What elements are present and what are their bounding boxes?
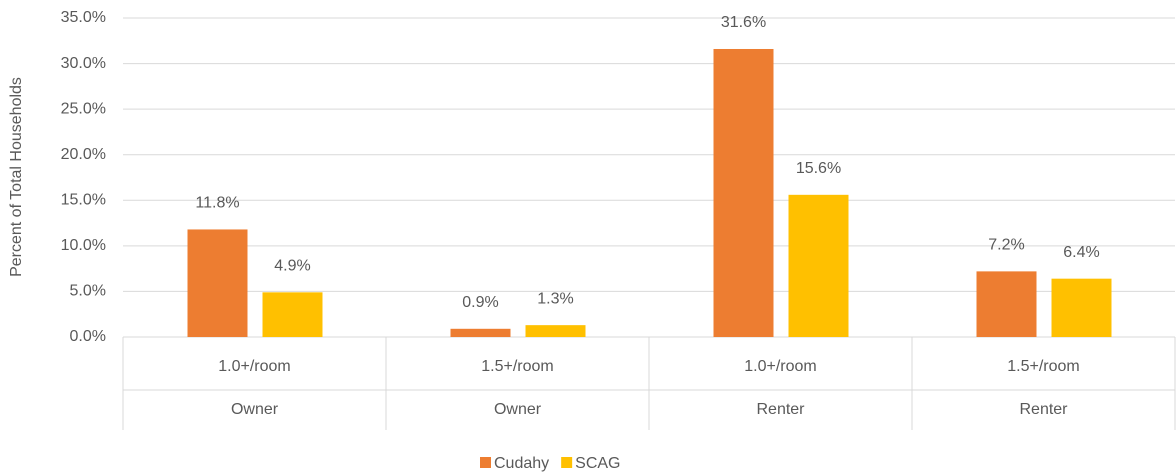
data-label: 4.9% bbox=[274, 258, 310, 275]
x-tick-label: 1.5+/room bbox=[1007, 358, 1079, 375]
data-label: 1.3% bbox=[537, 290, 573, 307]
data-label: 7.2% bbox=[988, 237, 1024, 254]
y-tick-label: 20.0% bbox=[61, 146, 106, 163]
bar bbox=[713, 48, 774, 337]
y-tick-label: 15.0% bbox=[61, 192, 106, 209]
legend-label: SCAG bbox=[575, 455, 620, 472]
legend-label: Cudahy bbox=[494, 455, 549, 472]
bar bbox=[187, 229, 248, 337]
legend-swatch bbox=[561, 457, 573, 468]
data-label: 31.6% bbox=[721, 14, 766, 31]
legend-swatch bbox=[480, 457, 491, 468]
x-tick-label: 1.5+/room bbox=[481, 358, 553, 375]
data-label: 15.6% bbox=[796, 160, 841, 177]
y-tick-label: 30.0% bbox=[61, 55, 106, 72]
x-group-label: Owner bbox=[231, 401, 279, 418]
bar bbox=[262, 292, 323, 337]
data-label: 11.8% bbox=[195, 195, 239, 212]
bar bbox=[525, 325, 586, 337]
bar bbox=[976, 271, 1037, 337]
x-group-label: Renter bbox=[1019, 401, 1068, 418]
y-tick-label: 0.0% bbox=[70, 328, 106, 345]
y-tick-label: 25.0% bbox=[61, 100, 106, 117]
x-group-label: Renter bbox=[756, 401, 805, 418]
bar bbox=[450, 328, 511, 337]
x-group-label: Owner bbox=[494, 401, 542, 418]
bar bbox=[788, 194, 849, 337]
bar bbox=[1051, 278, 1112, 337]
y-tick-label: 35.0% bbox=[61, 9, 106, 26]
y-tick-label: 10.0% bbox=[61, 237, 106, 254]
data-label: 0.9% bbox=[462, 294, 498, 311]
x-tick-label: 1.0+/room bbox=[744, 358, 816, 375]
data-label: 6.4% bbox=[1063, 244, 1099, 261]
x-tick-label: 1.0+/room bbox=[218, 358, 290, 375]
y-tick-label: 5.0% bbox=[70, 283, 106, 300]
y-axis-label: Percent of Total Households bbox=[8, 77, 25, 277]
